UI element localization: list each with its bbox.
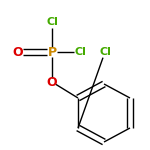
Text: Cl: Cl bbox=[99, 47, 111, 57]
Text: O: O bbox=[13, 45, 23, 58]
Text: Cl: Cl bbox=[74, 47, 86, 57]
Text: P: P bbox=[47, 45, 57, 58]
Text: Cl: Cl bbox=[46, 17, 58, 27]
Text: O: O bbox=[47, 75, 57, 88]
